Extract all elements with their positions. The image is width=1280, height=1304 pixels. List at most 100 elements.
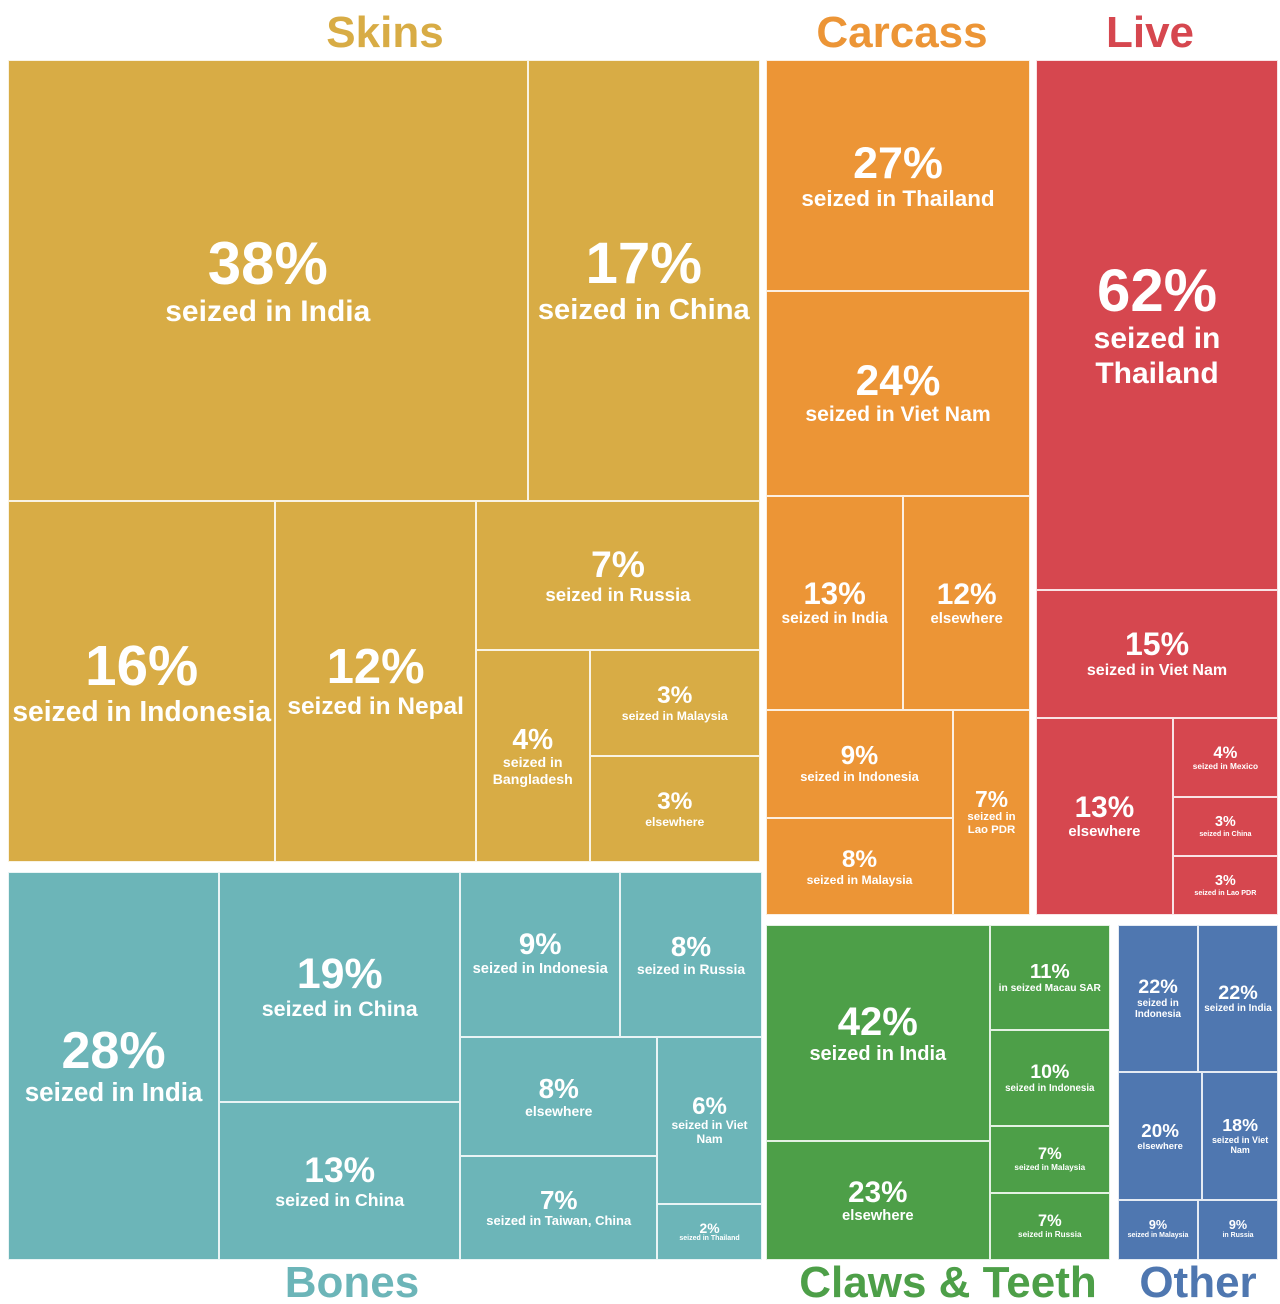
treemap-cell: 13%elsewhere — [1036, 718, 1173, 915]
value-label: 3% — [657, 683, 692, 709]
category-label: elsewhere — [645, 815, 704, 829]
treemap-cell: 38%seized in India — [8, 60, 528, 501]
category-label: seized in Malaysia — [622, 709, 728, 723]
value-label: 42% — [838, 1001, 918, 1043]
category-label: seized in Indonesia — [1121, 998, 1195, 1021]
treemap-cell: 62%seized in Thailand — [1036, 60, 1278, 590]
value-label: 22% — [1138, 977, 1178, 998]
treemap-cell: 9%seized in Indonesia — [460, 872, 620, 1037]
category-label: seized in Mexico — [1193, 762, 1258, 772]
category-label: seized in Taiwan, China — [486, 1214, 631, 1229]
treemap-cell: 42%seized in India — [766, 925, 990, 1141]
category-label: seized in Bangladesh — [479, 754, 587, 786]
category-label: seized in India — [809, 1043, 946, 1066]
category-label: seized in India — [1204, 1003, 1271, 1014]
category-label: seized in Viet Nam — [660, 1119, 759, 1147]
group-title: Bones — [285, 1258, 419, 1304]
value-label: 3% — [1215, 815, 1236, 830]
category-label: seized in Russia — [1018, 1230, 1081, 1239]
category-label: seized in China — [262, 997, 418, 1022]
category-label: elsewhere — [525, 1103, 592, 1119]
category-label: in Russia — [1222, 1232, 1253, 1240]
category-label: seized in Malaysia — [807, 873, 913, 887]
treemap-cell: 24%seized in Viet Nam — [766, 291, 1030, 496]
category-label: seized in Indonesia — [800, 770, 919, 785]
group-title: Skins — [326, 8, 443, 58]
category-label: seized in Viet Nam — [805, 403, 990, 427]
treemap-cell: 22%seized in India — [1198, 925, 1278, 1072]
category-label: seized in Viet Nam — [1205, 1135, 1275, 1156]
treemap-cell: 12%seized in Nepal — [275, 501, 476, 862]
category-label: seized in China — [538, 294, 750, 327]
category-label: seized in Indonesia — [1005, 1083, 1094, 1094]
category-label: seized in India — [25, 1078, 203, 1108]
category-label: seized in Russia — [637, 961, 745, 977]
treemap-cell: 9%seized in Malaysia — [1118, 1200, 1198, 1260]
value-label: 9% — [1149, 1219, 1167, 1232]
value-label: 3% — [657, 789, 692, 815]
category-label: seized in India — [781, 610, 887, 628]
value-label: 28% — [62, 1024, 166, 1079]
treemap-cell: 7%seized in Russia — [990, 1193, 1110, 1260]
value-label: 16% — [85, 636, 198, 695]
group-title: Claws & Teeth — [799, 1258, 1096, 1304]
treemap-cell: 9%in Russia — [1198, 1200, 1278, 1260]
value-label: 15% — [1125, 628, 1189, 662]
value-label: 27% — [853, 139, 943, 186]
value-label: 62% — [1097, 259, 1217, 322]
value-label: 13% — [304, 1152, 375, 1189]
value-label: 22% — [1218, 983, 1258, 1004]
treemap-cell: 3%seized in Lao PDR — [1173, 856, 1278, 915]
value-label: 18% — [1222, 1116, 1258, 1135]
treemap-cell: 12%elsewhere — [903, 496, 1030, 710]
treemap-cell: 4%seized in Mexico — [1173, 718, 1278, 797]
value-label: 13% — [1075, 792, 1135, 823]
category-label: seized in Thailand — [1039, 322, 1275, 391]
treemap-cell: 3%seized in Malaysia — [590, 650, 760, 756]
group-title: Live — [1106, 8, 1194, 58]
value-label: 6% — [692, 1094, 727, 1119]
value-label: 11% — [1030, 961, 1070, 982]
value-label: 12% — [327, 642, 425, 693]
category-label: seized in Malaysia — [1128, 1232, 1189, 1240]
treemap-cell: 11%in seized Macau SAR — [990, 925, 1110, 1030]
value-label: 7% — [591, 545, 645, 584]
treemap-cell: 13%seized in India — [766, 496, 903, 710]
value-label: 8% — [842, 847, 877, 873]
value-label: 9% — [841, 743, 878, 770]
treemap-cell: 17%seized in China — [528, 60, 760, 501]
treemap-cell: 10%seized in Indonesia — [990, 1030, 1110, 1126]
treemap-cell: 3%seized in China — [1173, 797, 1278, 856]
value-label: 24% — [856, 359, 941, 403]
value-label: 13% — [803, 578, 865, 611]
category-label: seized in China — [1199, 830, 1251, 838]
value-label: 7% — [1038, 1146, 1062, 1163]
treemap-cell: 28%seized in India — [8, 872, 219, 1260]
value-label: 7% — [1038, 1213, 1062, 1230]
category-label: elsewhere — [930, 610, 1002, 627]
category-label: seized in Malaysia — [1014, 1163, 1085, 1172]
treemap-cell: 7%seized in Malaysia — [990, 1126, 1110, 1193]
category-label: seized in Thailand — [801, 186, 994, 212]
value-label: 20% — [1141, 1121, 1179, 1141]
treemap-cell: 7%seized in Taiwan, China — [460, 1156, 657, 1260]
category-label: elsewhere — [842, 1208, 914, 1225]
category-label: in seized Macau SAR — [999, 983, 1101, 995]
treemap-cell: 3%elsewhere — [590, 756, 760, 862]
value-label: 38% — [208, 232, 328, 295]
category-label: seized in Nepal — [287, 693, 464, 721]
treemap-cell: 7%seized in Russia — [476, 501, 760, 650]
group-title: Other — [1139, 1258, 1256, 1304]
value-label: 7% — [540, 1187, 578, 1214]
treemap-cell: 13%seized in China — [219, 1102, 460, 1260]
treemap-cell: 16%seized in Indonesia — [8, 501, 275, 862]
treemap-cell: 15%seized in Viet Nam — [1036, 590, 1278, 718]
treemap-cell: 22%seized in Indonesia — [1118, 925, 1198, 1072]
treemap-cell: 8%seized in Malaysia — [766, 818, 953, 915]
value-label: 19% — [297, 952, 383, 997]
treemap-cell: 18%seized in Viet Nam — [1202, 1072, 1278, 1199]
value-label: 8% — [539, 1074, 579, 1103]
category-label: seized in Thailand — [679, 1235, 739, 1243]
treemap-cell: 8%elsewhere — [460, 1037, 657, 1156]
category-label: elsewhere — [1137, 1141, 1183, 1152]
